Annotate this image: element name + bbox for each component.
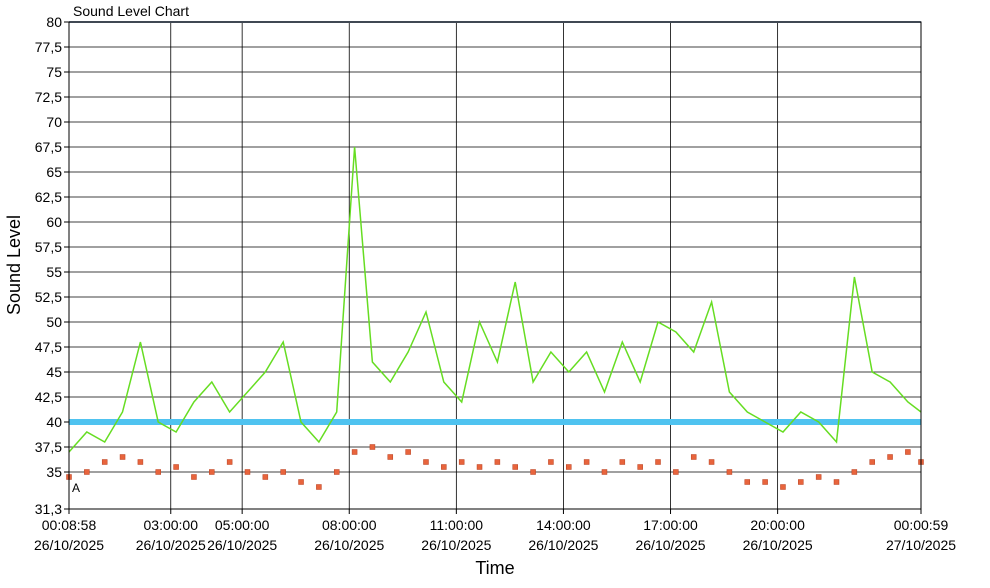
marker bbox=[173, 464, 179, 470]
marker bbox=[137, 459, 144, 465]
marker bbox=[726, 469, 733, 475]
marker bbox=[798, 479, 804, 485]
y-tick-label: 60 bbox=[46, 214, 62, 230]
marker bbox=[441, 464, 447, 470]
marker bbox=[744, 479, 751, 485]
marker bbox=[530, 469, 536, 475]
chart-title: Sound Level Chart bbox=[73, 3, 189, 19]
x-tick-label: 08:00:00 bbox=[322, 517, 377, 533]
marker bbox=[548, 459, 554, 465]
x-tick-label: 26/10/2025 bbox=[136, 537, 206, 553]
y-tick-label: 75 bbox=[46, 64, 62, 80]
marker bbox=[316, 484, 322, 490]
marker bbox=[655, 459, 661, 465]
y-tick-label: 47,5 bbox=[35, 339, 62, 355]
x-tick-label: 26/10/2025 bbox=[528, 537, 598, 553]
y-tick-label: 57,5 bbox=[35, 239, 62, 255]
marker bbox=[458, 459, 465, 465]
x-tick-label: 27/10/2025 bbox=[886, 537, 956, 553]
y-tick-label: 31,3 bbox=[35, 501, 62, 517]
x-tick-label: 26/10/2025 bbox=[421, 537, 491, 553]
marker bbox=[351, 449, 358, 455]
y-tick-label: 50 bbox=[46, 314, 62, 330]
marker bbox=[833, 479, 840, 485]
x-tick-label: 26/10/2025 bbox=[207, 537, 277, 553]
marker bbox=[280, 469, 286, 475]
marker bbox=[905, 449, 911, 455]
y-axis-label: Sound Level bbox=[4, 215, 24, 315]
marker bbox=[583, 459, 590, 465]
marker bbox=[851, 469, 858, 475]
y-tick-label: 35 bbox=[46, 464, 62, 480]
marker bbox=[369, 444, 376, 450]
x-tick-label: 20:00:00 bbox=[750, 517, 805, 533]
marker bbox=[405, 449, 411, 455]
x-tick-label: 03:00:00 bbox=[144, 517, 199, 533]
x-tick-label: 26/10/2025 bbox=[635, 537, 705, 553]
marker bbox=[262, 474, 269, 480]
y-tick-label: 45 bbox=[46, 364, 62, 380]
y-tick-label: 77,5 bbox=[35, 39, 62, 55]
marker bbox=[869, 459, 875, 465]
marker bbox=[619, 459, 626, 465]
y-tick-label: 67,5 bbox=[35, 139, 62, 155]
marker bbox=[101, 459, 108, 465]
y-tick-label: 80 bbox=[46, 14, 62, 30]
marker bbox=[708, 459, 715, 465]
marker bbox=[226, 459, 233, 465]
marker bbox=[298, 479, 304, 485]
marker bbox=[191, 474, 197, 480]
marker bbox=[209, 469, 215, 475]
marker bbox=[119, 454, 126, 460]
marker bbox=[84, 469, 90, 475]
y-tick-label: 72,5 bbox=[35, 89, 62, 105]
x-tick-label: 00:08:58 bbox=[42, 517, 97, 533]
marker bbox=[476, 464, 483, 470]
plot-frame bbox=[68, 21, 922, 510]
marker bbox=[762, 479, 768, 485]
marker bbox=[637, 464, 643, 470]
y-tick-label: 37,5 bbox=[35, 439, 62, 455]
y-tick-label: 40 bbox=[46, 414, 62, 430]
y-tick-label: 42,5 bbox=[35, 389, 62, 405]
x-tick-label: 26/10/2025 bbox=[314, 537, 384, 553]
marker bbox=[601, 469, 608, 475]
x-tick-label: 17:00:00 bbox=[643, 517, 698, 533]
y-tick-label: 65 bbox=[46, 164, 62, 180]
x-tick-label: 26/10/2025 bbox=[743, 537, 813, 553]
marker bbox=[690, 454, 697, 460]
x-axis-label: Time bbox=[475, 558, 514, 578]
x-tick-label: 00:00:59 bbox=[894, 517, 949, 533]
y-tick-label: 55 bbox=[46, 264, 62, 280]
x-tick-label: 05:00:00 bbox=[215, 517, 270, 533]
marker bbox=[887, 454, 893, 460]
marker bbox=[512, 464, 518, 470]
marker bbox=[155, 469, 161, 475]
x-tick-label: 14:00:00 bbox=[536, 517, 591, 533]
y-tick-label: 70 bbox=[46, 114, 62, 130]
marker bbox=[780, 484, 786, 490]
marker bbox=[815, 474, 822, 480]
marker bbox=[423, 459, 429, 465]
y-tick-label: 62,5 bbox=[35, 189, 62, 205]
y-tick-label: 52,5 bbox=[35, 289, 62, 305]
data-line bbox=[68, 146, 922, 453]
x-tick-label: 11:00:00 bbox=[430, 517, 484, 533]
marker bbox=[566, 464, 572, 470]
marker bbox=[673, 469, 679, 475]
x-tick-label: 26/10/2025 bbox=[34, 537, 104, 553]
marker bbox=[387, 454, 394, 460]
marker bbox=[333, 469, 340, 475]
marker bbox=[244, 469, 251, 475]
annotation: A bbox=[72, 481, 80, 495]
marker bbox=[494, 459, 501, 465]
